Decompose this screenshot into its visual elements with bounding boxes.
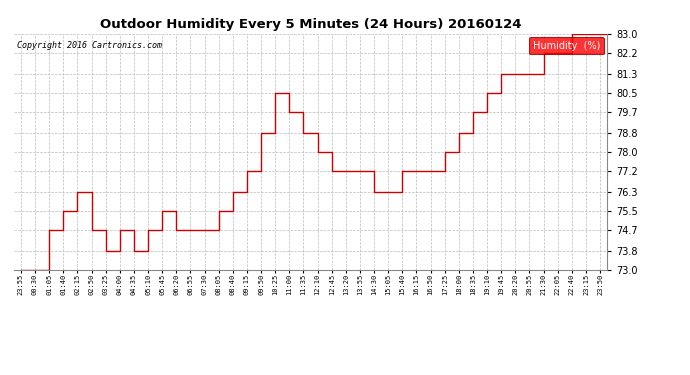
Text: Copyright 2016 Cartronics.com: Copyright 2016 Cartronics.com xyxy=(17,41,161,50)
Title: Outdoor Humidity Every 5 Minutes (24 Hours) 20160124: Outdoor Humidity Every 5 Minutes (24 Hou… xyxy=(100,18,521,31)
Legend: Humidity  (%): Humidity (%) xyxy=(529,37,604,54)
